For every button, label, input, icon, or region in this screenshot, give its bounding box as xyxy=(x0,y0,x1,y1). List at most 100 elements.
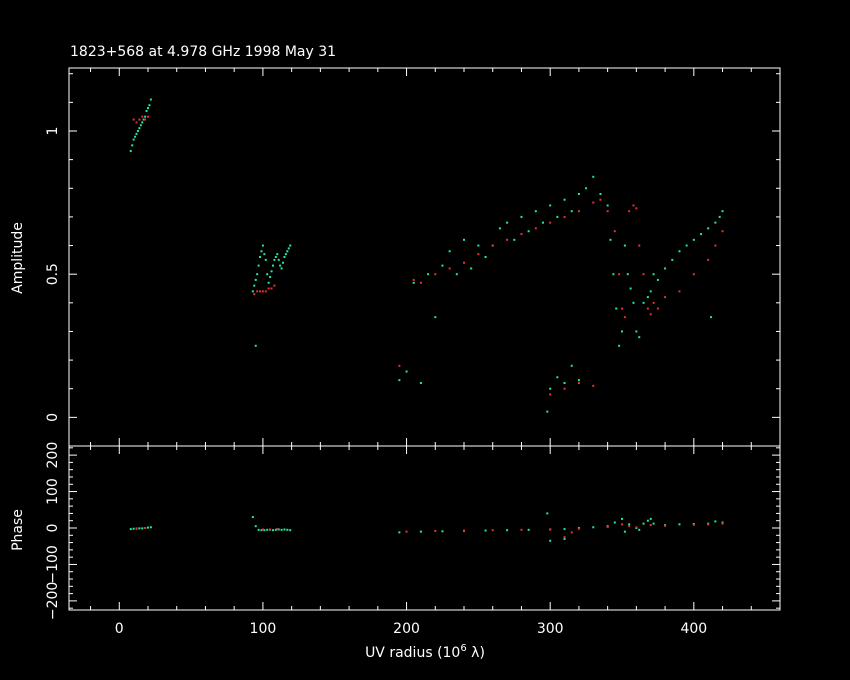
amplitude-data-point xyxy=(271,264,274,267)
phase-data-point xyxy=(484,529,487,532)
amplitude-data-point xyxy=(626,273,629,276)
phase-data-point xyxy=(570,531,573,534)
amplitude-data-point xyxy=(646,307,649,310)
amplitude-data-point xyxy=(656,307,659,310)
amplitude-data-point xyxy=(599,193,602,195)
amplitude-data-point xyxy=(148,104,151,107)
y-tick-label: 0 xyxy=(45,524,61,533)
amplitude-data-point xyxy=(149,98,152,101)
x-tick-label: 100 xyxy=(250,621,277,637)
amplitude-y-ticks: 00.51 xyxy=(45,73,780,447)
phase-y-ticks: −200−100 0 100 200 xyxy=(45,442,780,620)
amplitude-data-point xyxy=(592,201,595,204)
amplitude-data-point xyxy=(549,387,552,390)
amplitude-data-point xyxy=(513,238,516,241)
amplitude-data-point xyxy=(138,127,141,130)
amplitude-data-point xyxy=(656,278,659,281)
amplitude-data-point xyxy=(264,290,267,293)
phase-data-point xyxy=(398,531,401,534)
phase-data-point xyxy=(280,528,283,531)
amplitude-data-point xyxy=(649,313,652,316)
amplitude-data-point xyxy=(398,364,401,367)
phase-data-point xyxy=(441,530,444,533)
phase-data-point xyxy=(649,524,652,527)
amplitude-data-point xyxy=(289,244,292,247)
x-tick-label: 200 xyxy=(393,621,420,637)
amplitude-data-point xyxy=(527,230,530,233)
amplitude-data-point xyxy=(129,150,132,153)
amplitude-data-point xyxy=(145,109,148,112)
amplitude-data-point xyxy=(270,270,273,273)
y-tick-label: −100 xyxy=(45,545,61,583)
x-tick-label: 0 xyxy=(115,621,124,637)
y-tick-label: 100 xyxy=(45,478,61,505)
phase-data-point xyxy=(613,521,616,524)
amplitude-data-point xyxy=(135,121,138,124)
phase-data-point xyxy=(263,529,266,532)
amplitude-data-point xyxy=(642,301,645,304)
amplitude-data-point xyxy=(136,130,139,132)
amplitude-data-point xyxy=(570,364,573,367)
amplitude-x-ticks xyxy=(90,68,781,446)
phase-x-ticks: 0 100 200 300 400 xyxy=(90,446,781,637)
amplitude-data-point xyxy=(635,330,638,333)
phase-data-point xyxy=(563,537,566,540)
amplitude-points xyxy=(129,98,724,413)
amplitude-data-point xyxy=(132,118,135,121)
amplitude-data-point xyxy=(621,307,623,310)
phase-data-point xyxy=(251,516,254,519)
amplitude-data-point xyxy=(615,307,618,310)
phase-data-point xyxy=(138,527,141,530)
amplitude-data-point xyxy=(279,264,282,267)
amplitude-data-point xyxy=(692,238,695,241)
amplitude-data-point xyxy=(267,287,270,290)
amplitude-data-point xyxy=(470,267,473,270)
amplitude-data-point xyxy=(256,290,259,293)
phase-data-point xyxy=(277,528,280,531)
amplitude-data-point xyxy=(534,210,537,213)
amplitude-data-point xyxy=(506,221,509,224)
amplitude-data-point xyxy=(652,273,655,276)
phase-data-point xyxy=(261,528,264,531)
amplitude-data-point xyxy=(606,210,609,213)
amplitude-data-point xyxy=(256,273,259,276)
phase-data-point xyxy=(132,527,135,530)
phase-panel-frame xyxy=(68,445,781,611)
y-tick-label: 0 xyxy=(45,413,61,422)
phase-data-point xyxy=(563,528,566,531)
amplitude-data-point xyxy=(592,384,595,387)
amplitude-data-point xyxy=(261,244,264,247)
amplitude-data-point xyxy=(632,301,635,304)
x-axis-label: UV radius (106 λ) xyxy=(365,643,485,661)
amplitude-data-point xyxy=(618,344,621,347)
phase-data-point xyxy=(549,539,552,542)
amplitude-data-point xyxy=(257,264,260,267)
amplitude-data-point xyxy=(484,256,487,258)
phase-data-point xyxy=(463,529,465,532)
amplitude-data-point xyxy=(638,244,641,247)
phase-data-point xyxy=(147,526,149,529)
amplitude-data-point xyxy=(556,215,559,218)
amplitude-data-point xyxy=(592,175,595,178)
amplitude-data-point xyxy=(398,379,401,382)
phase-data-point xyxy=(546,512,549,515)
amplitude-data-point xyxy=(284,253,287,256)
phase-data-point xyxy=(269,528,272,531)
phase-data-point xyxy=(642,522,645,525)
amplitude-data-point xyxy=(448,250,451,253)
amplitude-data-point xyxy=(542,221,544,224)
amplitude-data-point xyxy=(477,244,480,247)
amplitude-data-point xyxy=(253,293,256,296)
phase-data-point xyxy=(274,528,277,531)
amplitude-data-point xyxy=(141,115,144,118)
phase-data-point xyxy=(276,528,279,531)
amplitude-data-point xyxy=(721,230,724,233)
amplitude-data-point xyxy=(138,118,141,121)
amplitude-data-point xyxy=(132,138,135,141)
amplitude-data-point xyxy=(599,198,602,201)
phase-data-point xyxy=(652,522,655,525)
amplitude-data-point xyxy=(131,144,134,147)
amplitude-data-point xyxy=(261,290,264,293)
phase-data-point xyxy=(649,517,652,520)
